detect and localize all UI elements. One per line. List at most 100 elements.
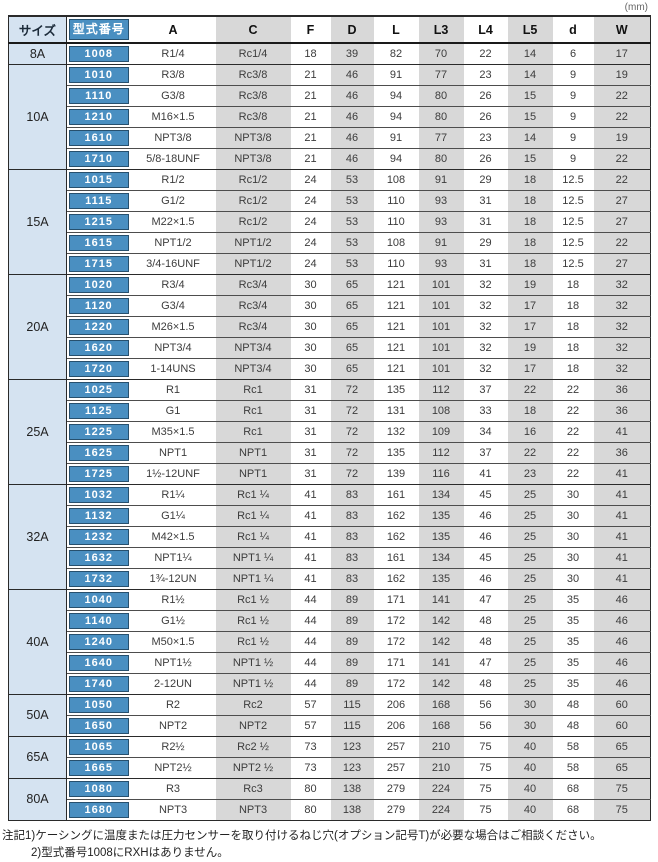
- cell-D: 138: [330, 799, 374, 821]
- cell-L5: 16: [507, 421, 553, 443]
- table-row: 1625 NPT1 NPT1 31 72 135 112 37 22 22 36: [9, 442, 651, 464]
- cell-L5: 14: [507, 42, 553, 65]
- cell-L3: 91: [418, 169, 464, 191]
- cell-L3: 142: [418, 631, 464, 653]
- cell-L3: 168: [418, 694, 464, 716]
- size-cell: 40A: [8, 589, 67, 695]
- cell-W: 36: [593, 442, 651, 464]
- cell-L4: 29: [463, 232, 508, 254]
- cell-d: 22: [552, 463, 594, 485]
- model-number: 1225: [69, 424, 129, 440]
- cell-W: 41: [593, 463, 651, 485]
- col-header-C: C: [215, 16, 291, 44]
- cell-d: 35: [552, 673, 594, 695]
- cell-D: 89: [330, 589, 374, 611]
- cell-C: NPT3/4: [215, 358, 291, 380]
- cell-C: Rc1/2: [215, 169, 291, 191]
- cell-L4: 33: [463, 400, 508, 422]
- cell-F: 80: [290, 799, 331, 821]
- cell-L4: 32: [463, 358, 508, 380]
- cell-C: Rc3/8: [215, 106, 291, 128]
- cell-W: 46: [593, 610, 651, 632]
- cell-L4: 26: [463, 85, 508, 107]
- cell-C: NPT1 ½: [215, 673, 291, 695]
- cell-L4: 46: [463, 505, 508, 527]
- cell-d: 18: [552, 295, 594, 317]
- cell-L4: 31: [463, 190, 508, 212]
- cell-C: Rc3/4: [215, 274, 291, 296]
- cell-L4: 46: [463, 526, 508, 548]
- model-number-cell: 1040: [66, 589, 131, 611]
- cell-L: 161: [373, 547, 419, 569]
- cell-d: 12.5: [552, 190, 594, 212]
- size-cell: 20A: [8, 274, 67, 380]
- cell-L3: 112: [418, 442, 464, 464]
- cell-L5: 23: [507, 463, 553, 485]
- cell-F: 30: [290, 274, 331, 296]
- size-cell: 50A: [8, 694, 67, 737]
- cell-F: 21: [290, 64, 331, 86]
- table-row: 1232 M42×1.5 Rc1 ¼ 41 83 162 135 46 25 30 41: [9, 526, 651, 548]
- model-number-cell: 1025: [66, 379, 131, 401]
- size-cell: 80A: [8, 778, 67, 821]
- cell-A: R3/4: [130, 274, 216, 296]
- cell-L: 162: [373, 526, 419, 548]
- table-row: 1615 NPT1/2 NPT1/2 24 53 108 91 29 18 12.5 22: [9, 232, 651, 254]
- cell-L3: 112: [418, 379, 464, 401]
- model-number-cell: 1010: [66, 64, 131, 86]
- cell-W: 19: [593, 127, 651, 149]
- cell-A: M50×1.5: [130, 631, 216, 653]
- cell-A: R1/2: [130, 169, 216, 191]
- cell-L4: 45: [463, 547, 508, 569]
- size-cell: 15A: [8, 169, 67, 275]
- cell-F: 30: [290, 295, 331, 317]
- model-number-cell: 1050: [66, 694, 131, 716]
- cell-L: 110: [373, 253, 419, 275]
- cell-d: 48: [552, 715, 594, 737]
- cell-d: 9: [552, 148, 594, 170]
- cell-A: G1: [130, 400, 216, 422]
- cell-L4: 75: [463, 799, 508, 821]
- cell-W: 60: [593, 715, 651, 737]
- cell-W: 46: [593, 631, 651, 653]
- cell-L5: 40: [507, 757, 553, 779]
- size-cell: 10A: [8, 64, 67, 170]
- col-header-L4: L4: [463, 16, 508, 44]
- cell-A: NPT1/2: [130, 232, 216, 254]
- cell-D: 115: [330, 694, 374, 716]
- cell-A: NPT2½: [130, 757, 216, 779]
- cell-L3: 168: [418, 715, 464, 737]
- cell-L4: 47: [463, 589, 508, 611]
- model-number: 1010: [69, 67, 129, 83]
- model-number-cell: 1225: [66, 421, 131, 443]
- model-number: 1220: [69, 319, 129, 335]
- cell-D: 72: [330, 421, 374, 443]
- table-row: 1120 G3/4 Rc3/4 30 65 121 101 32 17 18 32: [9, 295, 651, 317]
- model-number-cell: 1115: [66, 190, 131, 212]
- cell-L4: 26: [463, 106, 508, 128]
- header-row: サイズ 型式番号 A C F D L L3 L4 L5 d W: [8, 16, 651, 44]
- cell-L: 135: [373, 379, 419, 401]
- cell-F: 30: [290, 316, 331, 338]
- cell-L5: 25: [507, 673, 553, 695]
- cell-F: 41: [290, 526, 331, 548]
- model-number: 1215: [69, 214, 129, 230]
- cell-F: 21: [290, 148, 331, 170]
- cell-d: 22: [552, 421, 594, 443]
- model-number: 1232: [69, 529, 129, 545]
- cell-F: 44: [290, 652, 331, 674]
- cell-F: 44: [290, 673, 331, 695]
- cell-W: 22: [593, 106, 651, 128]
- table-row: 1725 1½-12UNF NPT1 31 72 139 116 41 23 22 41: [9, 463, 651, 485]
- col-header-size: サイズ: [8, 16, 67, 44]
- cell-d: 68: [552, 778, 594, 800]
- cell-C: NPT3/8: [215, 148, 291, 170]
- cell-A: 1¾-12UN: [130, 568, 216, 590]
- cell-L5: 17: [507, 358, 553, 380]
- cell-C: NPT2: [215, 715, 291, 737]
- cell-L4: 56: [463, 715, 508, 737]
- cell-L4: 37: [463, 379, 508, 401]
- cell-L5: 17: [507, 316, 553, 338]
- cell-C: Rc1 ½: [215, 631, 291, 653]
- cell-F: 73: [290, 757, 331, 779]
